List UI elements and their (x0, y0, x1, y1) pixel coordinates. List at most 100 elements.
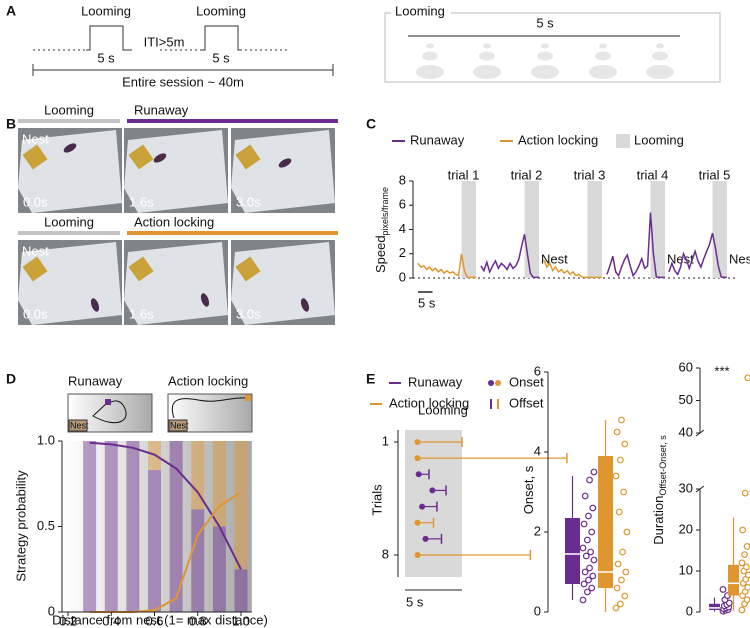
title-gap (391, 5, 451, 21)
bar (191, 441, 205, 510)
y-axis-label-sub: Offset-Onset, s (658, 435, 668, 496)
data-point (583, 536, 591, 544)
data-point (621, 592, 629, 600)
time-label: 3.0s (236, 306, 261, 321)
data-point (580, 520, 588, 528)
data-point (588, 528, 596, 536)
nest (235, 256, 261, 282)
speed-trace (668, 232, 727, 279)
bar (234, 441, 248, 570)
data-point (613, 584, 621, 592)
bar (148, 470, 161, 612)
inset-nest (68, 419, 88, 432)
significance: *** (714, 363, 729, 378)
trial-title: trial 3 (574, 167, 606, 182)
data-point (623, 528, 631, 536)
y-tick-label: 0 (686, 603, 693, 618)
x-axis-label: Distance from nest (1= max distance) (52, 612, 268, 627)
x-tick-label: 1.0 (232, 613, 250, 628)
y-tick-label: 10 (679, 562, 693, 577)
data-point (618, 416, 625, 424)
mouse (153, 153, 167, 163)
y-tick-label: 1.0 (37, 432, 55, 447)
y-axis-label: Onset, s (521, 465, 536, 514)
data-point (585, 576, 592, 584)
disc (656, 43, 664, 49)
mouse (90, 298, 100, 312)
data-point (589, 572, 597, 580)
scale-bar-label: 5 s (418, 295, 436, 310)
phase-label: Looming (44, 102, 94, 117)
y-tick-label: 0.5 (37, 518, 55, 533)
annotation: Nest (541, 251, 568, 266)
scale-bar-label: 5 s (406, 594, 424, 609)
looming-span (524, 181, 539, 278)
inset-nest-label: Nest (70, 420, 89, 430)
stimulus-label: Looming (418, 402, 468, 417)
speed-trace (606, 212, 665, 279)
data-point (743, 543, 750, 550)
inset-title: Action locking (168, 373, 248, 388)
y-tick-label: 6 (534, 363, 541, 378)
mouse (63, 143, 77, 153)
data-point (621, 440, 629, 448)
y-axis-label-main: Duration (651, 496, 666, 545)
data-point (586, 564, 593, 572)
duration-label: 5 s (536, 15, 554, 30)
onset (422, 535, 429, 542)
bar (212, 526, 226, 612)
pulse-label: Looming (196, 3, 246, 18)
data-point (614, 560, 622, 568)
iti-label: ITI>5m (144, 34, 185, 49)
bar (104, 441, 118, 612)
data-point (612, 604, 620, 612)
phase-bar (18, 119, 120, 123)
mouse (300, 298, 310, 312)
bar (234, 569, 248, 612)
disc (531, 65, 559, 79)
session-label: Entire session ~ 40m (122, 74, 244, 89)
arena (231, 242, 335, 325)
data-point (619, 548, 626, 556)
looming-span (712, 181, 727, 278)
y-tick-label: 1 (382, 433, 389, 448)
y-axis-label-main: Onset, s (521, 465, 536, 514)
nest-label: Nest (22, 243, 49, 258)
onset (419, 503, 426, 510)
y-tick-label: 0 (48, 603, 55, 618)
data-point (743, 563, 750, 571)
speed-trace (480, 234, 539, 279)
nest (235, 144, 261, 170)
y-tick-label: 20 (679, 521, 693, 536)
trial-title: trial 2 (511, 167, 543, 182)
mouse (278, 158, 292, 168)
legend-onset (488, 380, 494, 386)
data-point (588, 584, 596, 592)
speed-trace (543, 259, 602, 279)
y-tick-label: 2 (399, 245, 406, 260)
inset-title: Runaway (68, 373, 123, 388)
data-point (620, 488, 628, 496)
legend-swatch (616, 134, 630, 148)
speed-trace (417, 253, 476, 279)
time-label: 0.0s (23, 306, 48, 321)
data-point (616, 456, 624, 464)
disc (541, 43, 549, 49)
panel-label: D (6, 371, 16, 387)
data-point (719, 586, 727, 593)
y-axis-label: Speedpixels/frame (373, 187, 390, 273)
data-point (581, 568, 589, 576)
bar (126, 441, 140, 612)
data-point (586, 476, 593, 484)
panel-label: C (366, 116, 376, 132)
annotation: Nest (729, 251, 750, 266)
trial-title: trial 1 (448, 167, 480, 182)
duration-label: 5 s (97, 50, 115, 65)
disc (599, 43, 607, 49)
arena (124, 130, 228, 213)
time-label: 0.0s (23, 194, 48, 209)
y-tick-label: 0 (534, 603, 541, 618)
duration-label: 5 s (212, 50, 230, 65)
data-point (616, 600, 624, 608)
y-axis-label-sub: pixels/frame (380, 187, 390, 236)
